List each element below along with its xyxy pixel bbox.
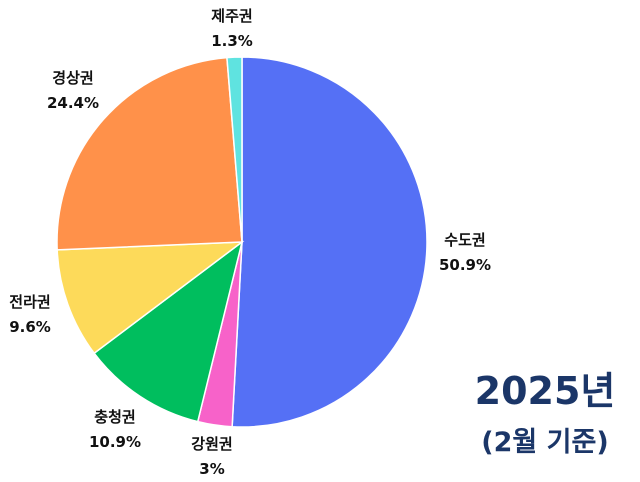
label-jeju: 제주권 1.3% bbox=[211, 4, 253, 54]
slice-value: 24.4% bbox=[46, 94, 100, 112]
pie-slice-3 bbox=[56, 241, 245, 355]
slice-name: 수도권 bbox=[444, 231, 486, 249]
slice-name: 충청권 bbox=[94, 408, 136, 426]
pie-slice-4 bbox=[56, 56, 243, 251]
label-gyeongsang: 경상권 24.4% bbox=[47, 66, 99, 116]
pie-slice-5 bbox=[226, 56, 243, 243]
label-sudogwon: 수도권 50.9% bbox=[439, 228, 491, 278]
slice-value: 1.3% bbox=[211, 32, 253, 50]
slice-value: 10.9% bbox=[88, 433, 142, 451]
slice-name: 경상권 bbox=[52, 69, 94, 87]
slice-name: 전라권 bbox=[9, 293, 51, 311]
slice-name: 강원권 bbox=[191, 435, 233, 453]
chart-subtitle: (2월 기준) bbox=[481, 427, 609, 458]
label-chungcheong: 충청권 10.9% bbox=[89, 405, 141, 455]
chart-title: 2025년 bbox=[474, 369, 616, 413]
slice-value: 3% bbox=[199, 460, 225, 478]
slice-value: 50.9% bbox=[438, 256, 492, 274]
pie-slice-2 bbox=[93, 240, 244, 423]
label-jeolla: 전라권 9.6% bbox=[9, 290, 51, 340]
label-gangwon: 강원권 3% bbox=[191, 432, 232, 482]
slice-value: 9.6% bbox=[9, 318, 51, 336]
pie-slice-0 bbox=[231, 56, 428, 428]
slice-name: 제주권 bbox=[211, 7, 253, 25]
